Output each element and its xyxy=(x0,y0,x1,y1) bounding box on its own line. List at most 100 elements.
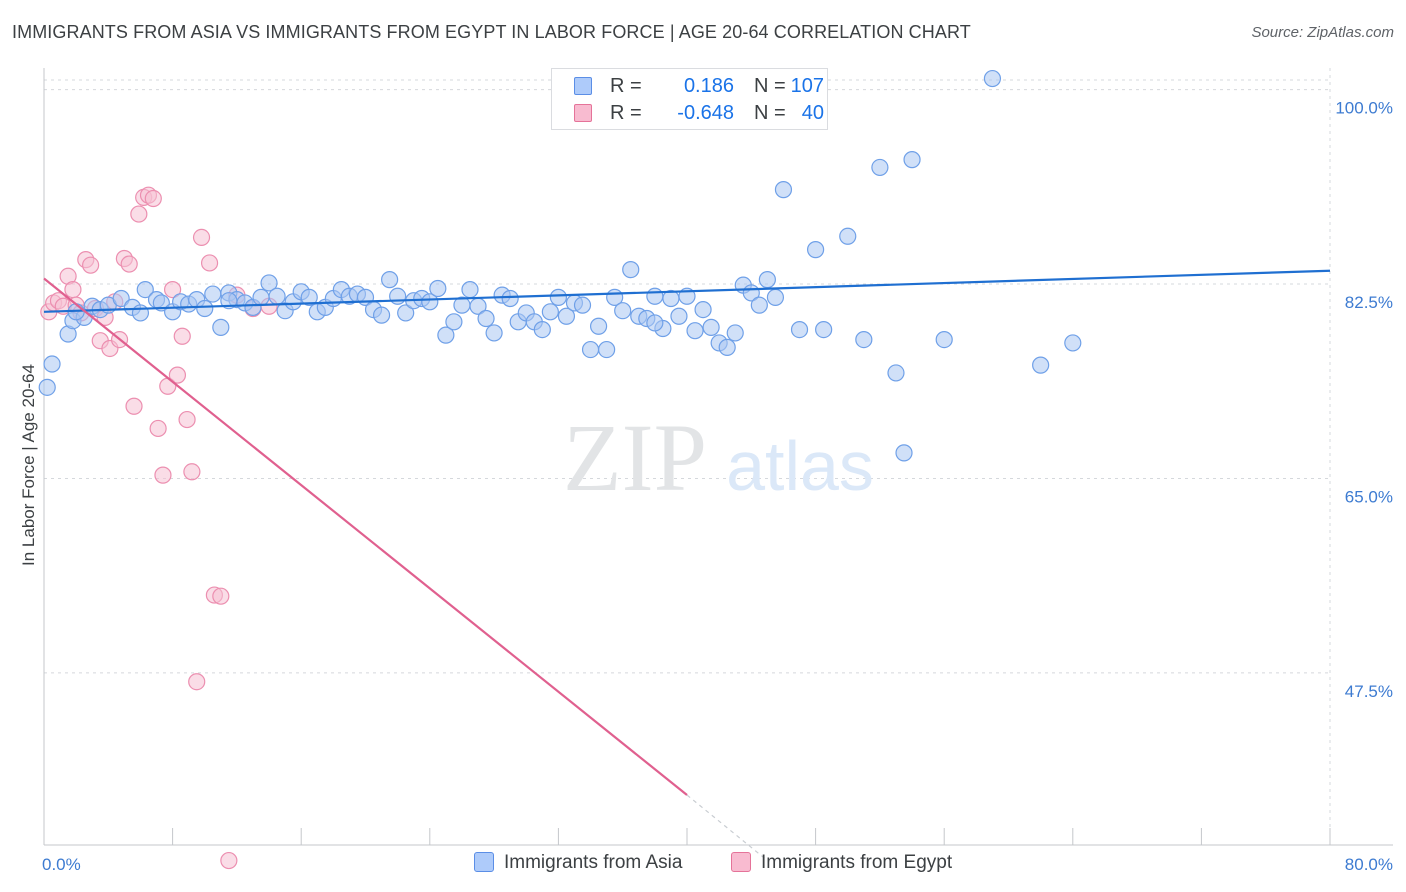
point-asia xyxy=(670,307,688,325)
point-asia xyxy=(260,274,278,292)
point-asia xyxy=(112,289,130,308)
tick-labels: 47.5% 65.0% 82.5% 100.0% 0.0% 80.0% xyxy=(42,99,1393,874)
point-asia xyxy=(573,296,592,314)
point-egypt xyxy=(192,228,211,246)
point-asia xyxy=(887,364,905,382)
point-asia xyxy=(204,285,222,303)
point-asia xyxy=(541,303,559,321)
point-asia xyxy=(598,340,616,359)
point-egypt xyxy=(144,189,162,208)
point-egypt xyxy=(200,254,219,272)
point-egypt xyxy=(125,397,143,415)
chart-title: IMMIGRANTS FROM ASIA VS IMMIGRANTS FROM … xyxy=(12,22,971,42)
point-asia xyxy=(702,318,720,336)
point-egypt xyxy=(120,255,138,273)
legend-r-value: -0.648 xyxy=(677,102,734,124)
point-asia xyxy=(252,288,270,306)
axes xyxy=(43,68,1393,846)
legend-n-label: N = xyxy=(754,102,786,124)
point-asia xyxy=(131,304,150,322)
bottom-legend-swatch-asia xyxy=(474,852,494,872)
point-egypt xyxy=(178,410,196,429)
point-egypt xyxy=(82,256,100,274)
point-asia xyxy=(855,330,873,349)
point-asia xyxy=(372,306,391,324)
point-egypt xyxy=(183,463,201,481)
point-asia xyxy=(421,293,439,311)
point-asia xyxy=(758,271,776,289)
y-axis-label: In Labor Force | Age 20-64 xyxy=(19,364,38,566)
point-asia xyxy=(694,300,712,319)
legend-swatch-egypt xyxy=(574,104,592,122)
bottom-legend-label-egypt: Immigrants from Egypt xyxy=(761,852,953,873)
y-tick-label: 65.0% xyxy=(1345,487,1393,506)
watermark-atlas: atlas xyxy=(726,427,874,505)
point-asia xyxy=(774,181,793,199)
legend-r-label: R = xyxy=(610,75,642,97)
source-credit: Source: ZipAtlas.com xyxy=(1251,24,1394,41)
point-asia xyxy=(983,69,1002,88)
legend-swatch-asia xyxy=(574,77,592,95)
bottom-legend-swatch-egypt xyxy=(731,852,751,872)
point-asia xyxy=(533,320,551,339)
point-asia xyxy=(935,330,953,349)
point-asia xyxy=(43,355,61,373)
point-asia xyxy=(766,288,785,306)
point-egypt xyxy=(164,281,182,299)
point-asia xyxy=(903,151,921,169)
legend-n-value: 107 xyxy=(790,75,824,97)
point-asia xyxy=(895,444,913,462)
point-asia xyxy=(397,304,415,322)
trend-lines xyxy=(43,269,1331,862)
point-asia xyxy=(622,261,640,279)
point-asia xyxy=(806,241,825,259)
point-asia xyxy=(389,287,407,305)
bottom-legend-egypt: Immigrants from Egypt xyxy=(731,852,952,874)
bottom-legend-asia: Immigrants from Asia xyxy=(474,852,682,874)
point-asia xyxy=(38,378,56,396)
bottom-legend-label-asia: Immigrants from Asia xyxy=(504,852,683,873)
point-asia xyxy=(212,318,230,336)
point-egypt xyxy=(220,851,238,870)
point-asia xyxy=(589,317,608,335)
watermark-zip: ZIP xyxy=(563,404,707,511)
point-asia xyxy=(1064,334,1082,352)
grid xyxy=(44,68,1331,845)
x-tick-label: 0.0% xyxy=(42,855,81,874)
point-asia xyxy=(461,281,479,299)
point-asia xyxy=(501,289,519,308)
point-asia xyxy=(429,279,447,298)
series-asia-points xyxy=(38,69,1082,462)
point-asia xyxy=(557,307,576,325)
point-asia xyxy=(839,227,857,245)
point-egypt xyxy=(149,419,167,438)
point-egypt xyxy=(130,205,148,223)
trend-line-egypt xyxy=(43,277,688,796)
y-tick-label: 47.5% xyxy=(1345,682,1393,701)
point-egypt xyxy=(64,281,82,299)
point-asia xyxy=(686,322,704,340)
trend-line-egypt-extension xyxy=(686,794,768,862)
point-egypt xyxy=(212,587,230,605)
trend-line-asia xyxy=(43,269,1331,313)
point-asia xyxy=(726,324,744,342)
series-egypt-points xyxy=(40,186,278,870)
point-asia xyxy=(268,287,286,305)
point-asia xyxy=(646,287,664,305)
point-asia xyxy=(1032,356,1050,374)
legend-n-value: 40 xyxy=(801,102,824,124)
point-egypt xyxy=(173,327,191,345)
point-egypt xyxy=(188,673,206,691)
y-tick-label: 82.5% xyxy=(1345,293,1393,312)
point-asia xyxy=(381,271,399,289)
point-asia xyxy=(646,314,664,332)
y-tick-label: 100.0% xyxy=(1335,99,1393,118)
x-tick-label: 80.0% xyxy=(1345,855,1393,874)
point-asia xyxy=(477,309,495,328)
point-egypt xyxy=(168,366,187,384)
point-asia xyxy=(196,299,214,318)
point-asia xyxy=(300,288,318,306)
point-asia xyxy=(815,320,833,339)
point-asia xyxy=(445,313,463,331)
